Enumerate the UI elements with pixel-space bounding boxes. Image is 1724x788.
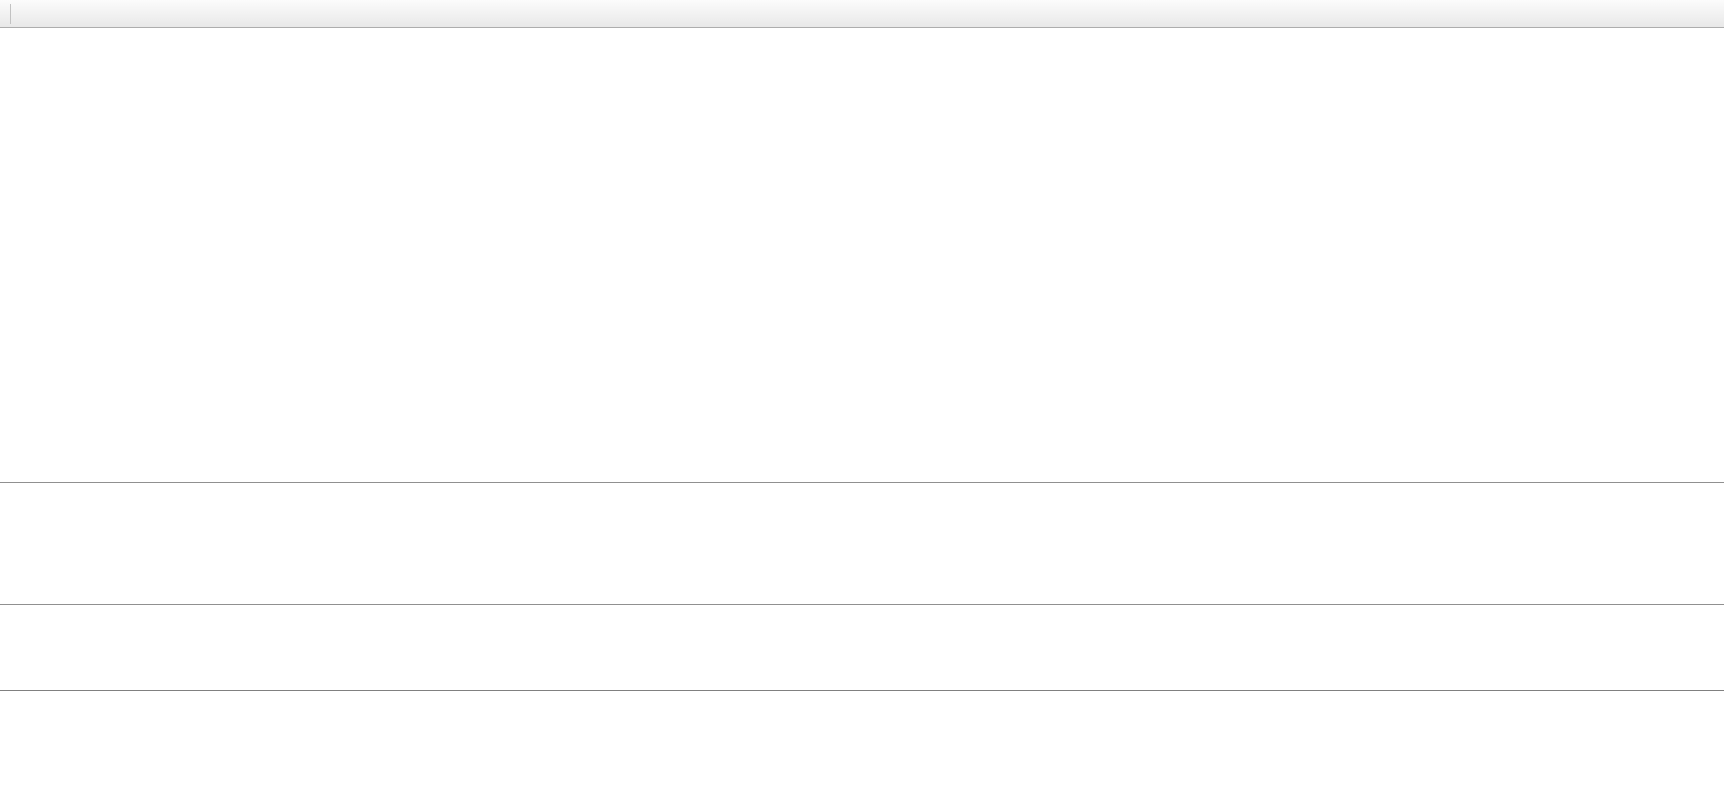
macd-panel[interactable] [0,482,1724,604]
time-axis[interactable] [0,690,1724,712]
price-chart-canvas[interactable] [0,28,1724,482]
toolbar [0,0,1724,28]
rsi-chart-canvas[interactable] [0,605,1724,690]
rsi-panel[interactable] [0,604,1724,690]
macd-chart-canvas[interactable] [0,483,1724,604]
main-chart-panel[interactable] [0,28,1724,482]
empty-area [0,712,1724,787]
toolbar-separator [10,3,11,24]
